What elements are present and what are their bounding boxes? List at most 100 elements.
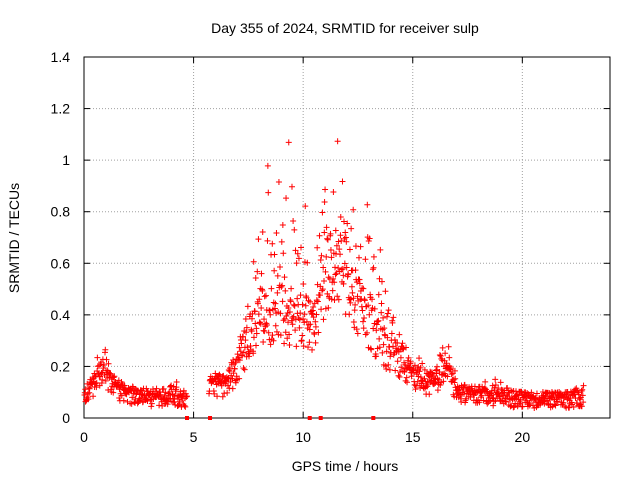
data-point (532, 394, 539, 401)
data-point (378, 309, 385, 316)
data-point (373, 327, 380, 334)
data-point (320, 316, 327, 323)
data-point (230, 370, 237, 377)
data-point (447, 364, 454, 371)
data-point (394, 339, 401, 346)
data-point (375, 291, 382, 298)
data-point (278, 283, 285, 290)
data-point (383, 348, 390, 355)
data-point (360, 325, 367, 332)
data-point (270, 337, 277, 344)
y-tick-label: 0 (62, 410, 70, 426)
data-point (86, 385, 93, 392)
x-tick-label: 20 (515, 429, 531, 445)
data-point (183, 393, 190, 400)
data-point (359, 307, 366, 314)
data-point (314, 244, 321, 251)
data-point (560, 399, 567, 406)
data-point (361, 314, 368, 321)
data-point (352, 267, 359, 274)
data-point (338, 266, 345, 273)
data-point (375, 317, 382, 324)
x-tick-label: 15 (405, 429, 421, 445)
data-point (460, 390, 467, 397)
data-point (348, 225, 355, 232)
data-point (93, 379, 100, 386)
data-point (450, 376, 457, 383)
data-point (316, 232, 323, 239)
data-point (311, 300, 318, 307)
data-point (440, 378, 447, 385)
data-point (579, 386, 586, 393)
data-point (107, 370, 114, 377)
data-point (248, 326, 255, 333)
data-point (317, 283, 324, 290)
data-point (269, 240, 276, 247)
data-point (443, 360, 450, 367)
data-point (227, 379, 234, 386)
data-point (283, 313, 290, 320)
data-point (224, 389, 231, 396)
data-point (85, 396, 92, 403)
data-point (147, 396, 154, 403)
data-point (311, 331, 318, 338)
data-point (219, 393, 226, 400)
data-point (566, 404, 573, 411)
data-point (261, 328, 268, 335)
data-point (279, 298, 286, 305)
data-point (298, 244, 305, 251)
data-point (398, 364, 405, 371)
data-point (240, 365, 247, 372)
data-point (137, 387, 144, 394)
data-point (384, 334, 391, 341)
data-point (285, 319, 292, 326)
data-point (323, 253, 330, 260)
data-point (134, 400, 141, 407)
data-point (238, 340, 245, 347)
data-point (347, 299, 354, 306)
data-point (480, 397, 487, 404)
data-point (492, 381, 499, 388)
data-point (346, 246, 353, 253)
data-point (281, 315, 288, 322)
data-point (252, 320, 259, 327)
data-point (495, 385, 502, 392)
data-point (277, 310, 284, 317)
data-point (330, 275, 337, 282)
data-point (337, 214, 344, 221)
data-point (242, 316, 249, 323)
data-point (331, 279, 338, 286)
data-point (289, 315, 296, 322)
data-point (528, 389, 535, 396)
data-point (275, 179, 282, 186)
data-point (321, 229, 328, 236)
data-point (337, 232, 344, 239)
data-point (103, 356, 110, 363)
data-point (236, 344, 243, 351)
data-point (334, 293, 341, 300)
data-point (578, 403, 585, 410)
data-point (259, 228, 266, 235)
data-point (383, 313, 390, 320)
data-point (274, 289, 281, 296)
data-point (390, 314, 397, 321)
data-point (281, 274, 288, 281)
data-point (370, 253, 377, 260)
data-point (295, 255, 302, 262)
data-point (229, 385, 236, 392)
data-point (434, 363, 441, 370)
data-point (343, 238, 350, 245)
data-point (312, 323, 319, 330)
data-point (333, 270, 340, 277)
data-point (264, 162, 271, 169)
data-point (484, 400, 491, 407)
data-point (253, 342, 260, 349)
data-point (284, 335, 291, 342)
data-point (302, 203, 309, 210)
data-point (332, 264, 339, 271)
data-point (236, 357, 243, 364)
plot-border (83, 56, 611, 419)
data-point (261, 316, 268, 323)
data-point (351, 307, 358, 314)
y-tick-label: 1.2 (51, 101, 71, 117)
